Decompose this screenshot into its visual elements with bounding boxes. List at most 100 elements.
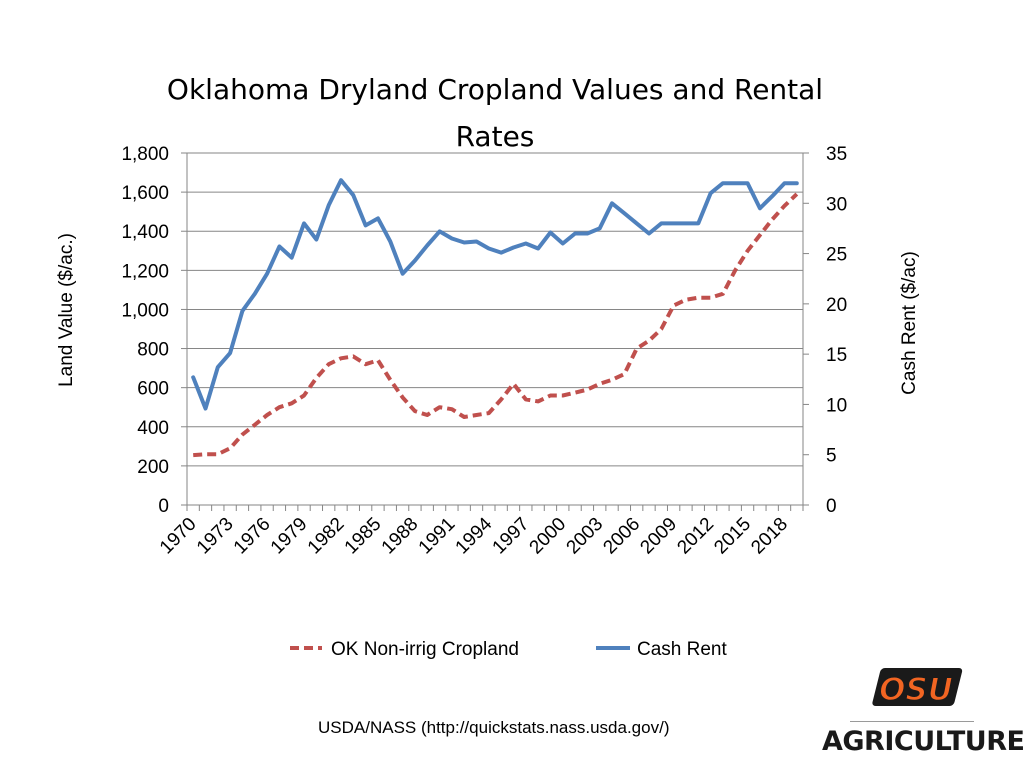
right-tick-label: 10: [826, 395, 847, 416]
y2-axis-title: Cash Rent ($/ac): [899, 251, 920, 395]
land-value-point: [413, 409, 417, 413]
land-value-point: [598, 382, 602, 386]
cash-rent-point: [253, 292, 257, 296]
land-value-point: [795, 192, 799, 196]
land-value-point: [585, 388, 589, 392]
chart-title-line-1: Oklahoma Dryland Cropland Values and Ren…: [167, 73, 823, 106]
cash-rent-point: [770, 194, 774, 198]
cash-rent-point: [191, 375, 195, 379]
cash-rent-point: [290, 256, 294, 260]
land-value-point: [696, 296, 700, 300]
cash-rent-point: [462, 241, 466, 245]
land-value-point: [746, 249, 750, 253]
land-value-point: [351, 354, 355, 358]
cash-rent-point: [733, 181, 737, 185]
cash-rent-point: [672, 221, 676, 225]
cash-rent-point: [696, 221, 700, 225]
right-tick-label: 5: [826, 446, 837, 467]
cash-rent-point: [524, 242, 528, 246]
cash-rent-point: [684, 221, 688, 225]
cash-rent-point: [228, 351, 232, 355]
cash-rent-point: [795, 181, 799, 185]
land-value-point: [364, 362, 368, 366]
osu-agriculture-logo: OSU AGRICULTURE: [822, 664, 1024, 760]
cash-rent-point: [610, 201, 614, 205]
cash-rent-point: [413, 259, 417, 263]
land-value-point: [647, 339, 651, 343]
x-tick-label: 2006: [599, 514, 644, 559]
series-line-cash-rent: [191, 178, 799, 411]
x-tick-label: 1979: [267, 514, 312, 559]
land-value-point: [265, 413, 269, 417]
x-tick-label: 1970: [156, 514, 201, 559]
cash-rent-point: [622, 211, 626, 215]
legend: OK Non-irrig Cropland Cash Rent: [290, 639, 727, 660]
x-tick-label: 1988: [378, 514, 423, 559]
cash-rent-point: [709, 191, 713, 195]
x-tick-label: 1985: [341, 514, 386, 559]
cash-rent-point: [746, 181, 750, 185]
cash-rent-point: [277, 245, 281, 249]
legend-label-land-value: OK Non-irrig Cropland: [331, 639, 519, 660]
land-value-point: [770, 217, 774, 221]
land-value-point: [610, 378, 614, 382]
land-value-point: [438, 405, 442, 409]
land-value-point: [548, 393, 552, 397]
land-value-point: [733, 268, 737, 272]
cash-rent-point: [351, 193, 355, 197]
cash-rent-point: [721, 181, 725, 185]
left-tick-label: 0: [158, 496, 169, 517]
cash-rent-point: [314, 237, 318, 241]
land-value-point: [290, 401, 294, 405]
plot-area: [186, 153, 804, 506]
cash-rent-point: [598, 226, 602, 230]
cash-rent-point: [216, 365, 220, 369]
x-tick-label: 2003: [563, 514, 608, 559]
land-value-point: [709, 296, 713, 300]
cash-rent-point: [647, 231, 651, 235]
cash-rent-point: [339, 178, 343, 182]
cash-rent-point: [487, 247, 491, 251]
right-tick-label: 15: [826, 345, 847, 366]
left-tick-label: 200: [137, 457, 169, 478]
land-value-point: [622, 372, 626, 376]
cash-rent-point: [585, 231, 589, 235]
left-tick-label: 1,200: [121, 261, 169, 282]
land-value-point: [635, 347, 639, 351]
cash-rent-point: [388, 240, 392, 244]
cash-rent-point: [548, 230, 552, 234]
land-value-point: [277, 405, 281, 409]
x-tick-label: 1991: [415, 514, 460, 559]
cash-rent-point: [240, 309, 244, 313]
osu-logo-mark-icon: OSU: [872, 668, 963, 709]
land-value-point: [672, 304, 676, 308]
right-tick-label: 35: [826, 144, 847, 165]
chart: Oklahoma Dryland Cropland Values and Ren…: [56, 73, 920, 660]
cash-rent-point: [499, 251, 503, 255]
cash-rent-point: [561, 242, 565, 246]
left-tick-label: 800: [137, 340, 169, 361]
land-value-point: [191, 453, 195, 457]
land-value-point: [721, 292, 725, 296]
cash-rent-point: [376, 216, 380, 220]
cash-rent-point: [536, 247, 540, 251]
cash-rent-point: [302, 221, 306, 225]
logo-divider: [850, 721, 974, 722]
land-value-point: [228, 446, 232, 450]
x-tick-label: 2015: [710, 514, 755, 559]
y-axis-title: Land Value ($/ac.): [56, 233, 77, 387]
land-value-point: [758, 233, 762, 237]
land-value-point: [216, 452, 220, 456]
right-axis-ticks: 0 5 10 15 20 25 30 35: [803, 144, 847, 517]
land-value-point: [376, 358, 380, 362]
land-value-point: [573, 391, 577, 395]
x-tick-label: 2000: [526, 514, 571, 559]
x-tick-label: 1997: [489, 514, 534, 559]
land-value-point: [302, 393, 306, 397]
land-value-point: [253, 423, 257, 427]
cash-rent-point: [425, 244, 429, 248]
cash-rent-point: [401, 272, 405, 276]
cash-rent-point: [450, 236, 454, 240]
agriculture-wordmark: AGRICULTURE: [822, 726, 1024, 757]
right-tick-label: 20: [826, 295, 847, 316]
